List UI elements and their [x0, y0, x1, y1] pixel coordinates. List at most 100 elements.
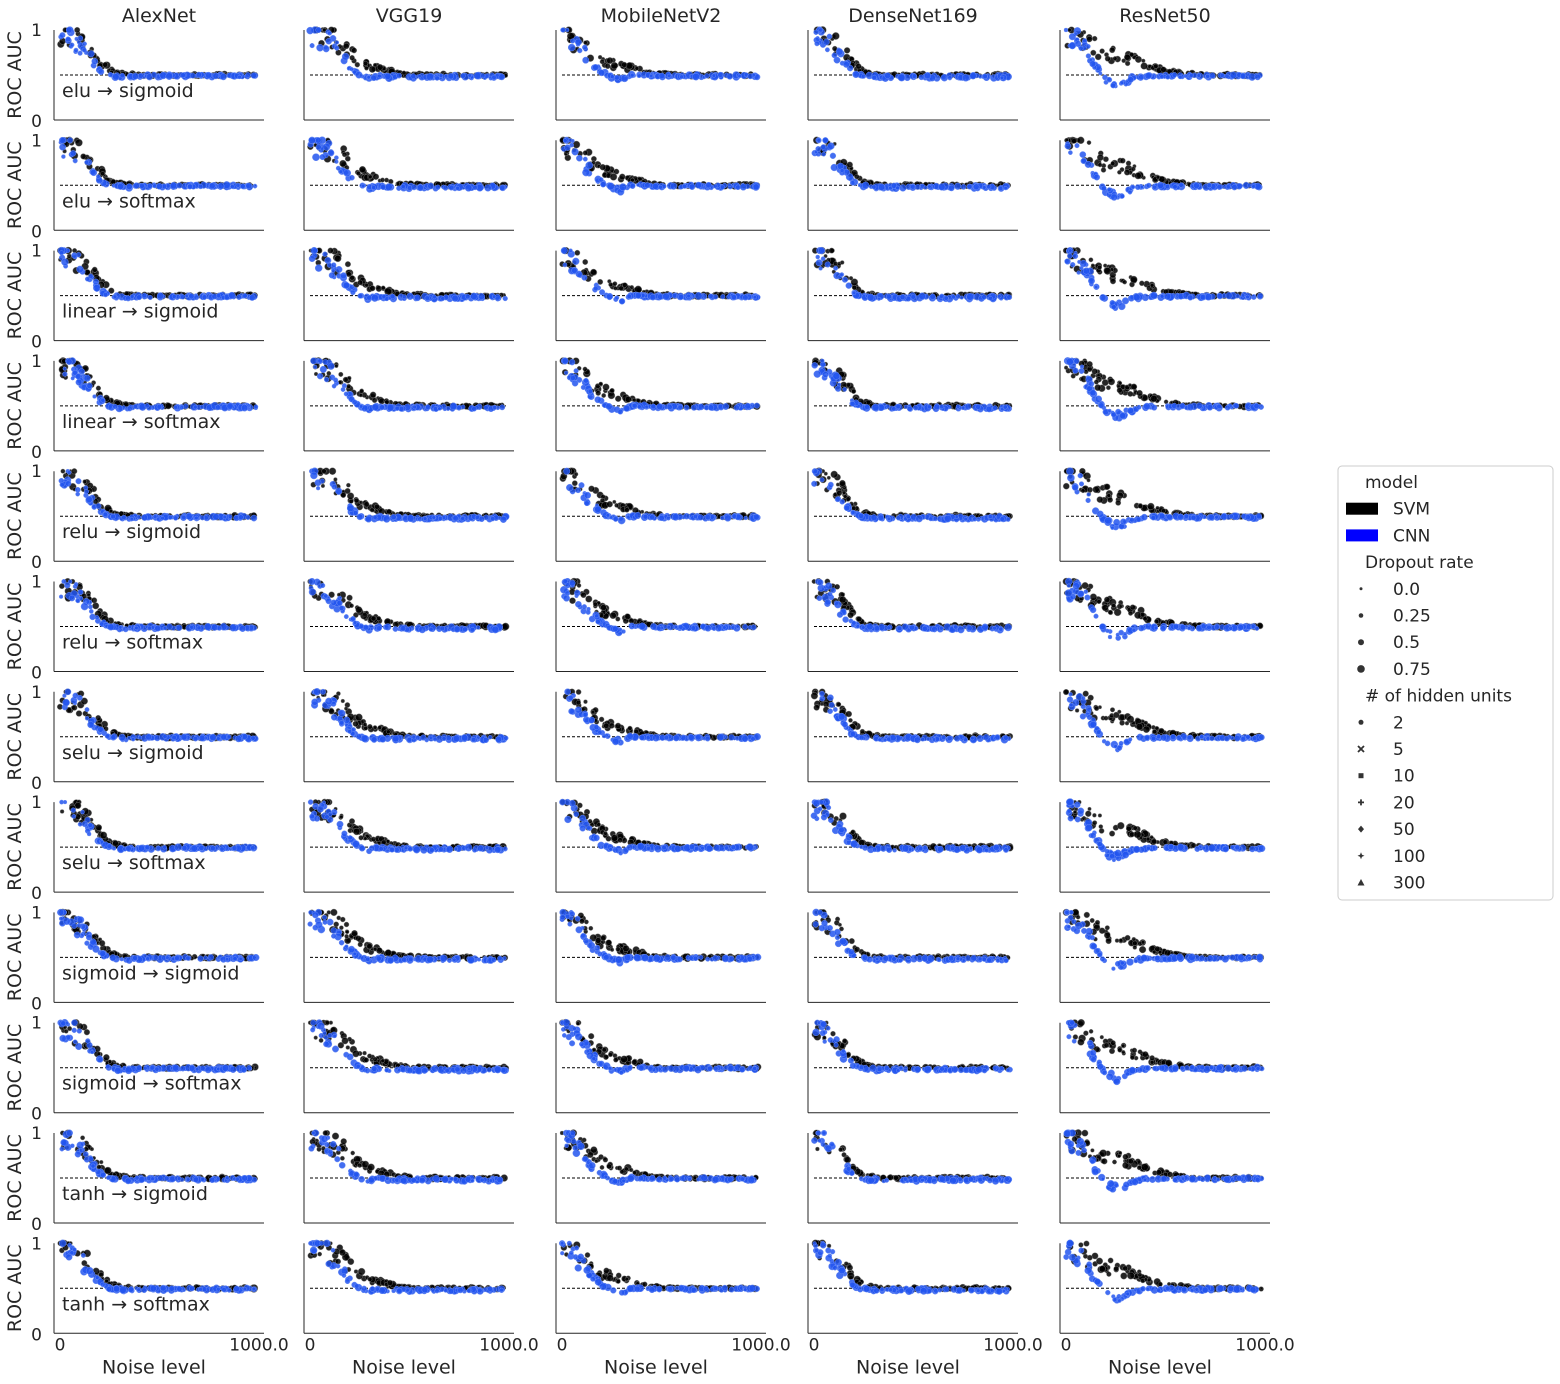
- cnn-point: [1165, 74, 1171, 80]
- cnn-point: [833, 265, 839, 271]
- svm-point: [612, 499, 617, 504]
- cnn-point: [346, 504, 355, 512]
- svm-point: [1139, 280, 1145, 286]
- cnn-point: [820, 144, 827, 150]
- cnn-point: [567, 43, 576, 52]
- cnn-point: [350, 289, 356, 296]
- cnn-point: [815, 146, 822, 152]
- cnn-point: [406, 292, 414, 300]
- cnn-point: [1159, 74, 1165, 80]
- cnn-point: [1068, 33, 1076, 41]
- cnn-point: [982, 73, 988, 80]
- svm-point: [374, 503, 380, 510]
- svm-point: [100, 171, 106, 177]
- cnn-point: [1134, 184, 1141, 190]
- subplot-r0-c1: [303, 26, 514, 121]
- cnn-point: [192, 404, 198, 410]
- svm-point: [608, 282, 614, 287]
- y-tick-label-bottom: 0: [31, 222, 42, 242]
- cnn-point: [1110, 193, 1118, 201]
- cnn-point: [83, 374, 91, 382]
- cnn-point: [692, 72, 700, 81]
- svm-point: [326, 370, 332, 376]
- cnn-point: [1106, 187, 1112, 192]
- cnn-point: [306, 26, 314, 35]
- cnn-point: [912, 404, 919, 411]
- cnn-point: [955, 404, 961, 409]
- cnn-point: [83, 489, 90, 495]
- cnn-point: [322, 251, 328, 257]
- svm-point: [91, 266, 98, 273]
- cnn-point: [1074, 143, 1080, 149]
- cnn-point: [151, 71, 158, 78]
- cnn-point: [1127, 76, 1134, 83]
- cnn-point: [1101, 185, 1107, 192]
- cnn-point: [568, 138, 573, 143]
- cnn-point: [599, 289, 606, 296]
- svm-point: [357, 279, 364, 286]
- cnn-point: [1068, 248, 1073, 253]
- cnn-point: [212, 513, 220, 521]
- cnn-point: [1078, 45, 1084, 51]
- cnn-point: [1233, 402, 1240, 409]
- cnn-point: [245, 514, 251, 520]
- cnn-point: [851, 290, 857, 296]
- cnn-point: [1187, 294, 1194, 301]
- cnn-point: [733, 404, 740, 411]
- cnn-point: [568, 359, 576, 366]
- cnn-point: [1003, 185, 1008, 191]
- cnn-point: [491, 74, 497, 80]
- cnn-point: [349, 174, 355, 181]
- svm-point: [1106, 385, 1111, 391]
- cnn-point: [1171, 72, 1178, 78]
- cnn-point: [59, 143, 67, 151]
- cnn-point: [824, 47, 830, 53]
- svm-point: [609, 388, 615, 394]
- svm-point: [60, 468, 66, 474]
- cnn-point: [228, 291, 236, 299]
- cnn-point: [626, 293, 632, 299]
- svm-point: [590, 268, 597, 276]
- cnn-point: [629, 72, 635, 78]
- cnn-point: [651, 182, 659, 190]
- column-title-1: VGG19: [376, 5, 443, 27]
- cnn-point: [499, 515, 507, 523]
- cnn-point: [62, 366, 67, 371]
- svm-point: [574, 249, 581, 256]
- svm-point: [1110, 161, 1116, 166]
- cnn-point: [1138, 74, 1145, 81]
- cnn-point: [1196, 402, 1203, 410]
- cnn-point: [871, 184, 877, 190]
- cnn-point: [309, 43, 315, 49]
- cnn-point: [1127, 189, 1133, 195]
- cnn-point: [594, 396, 602, 404]
- cnn-point: [598, 69, 605, 77]
- cnn-point: [832, 372, 841, 380]
- svm-point: [571, 480, 578, 487]
- cnn-point: [366, 294, 372, 301]
- subplot-r3-c0: linear → softmax: [53, 357, 264, 452]
- cnn-point: [1099, 294, 1107, 301]
- svm-point: [164, 402, 172, 410]
- y-axis-label: ROC AUC: [4, 362, 26, 450]
- svm-point: [1086, 366, 1093, 373]
- cnn-point: [245, 182, 253, 190]
- cnn-point: [864, 404, 870, 410]
- cnn-point: [707, 293, 714, 300]
- svm-point: [1103, 267, 1112, 275]
- cnn-point: [861, 73, 867, 79]
- svm-point: [1112, 56, 1118, 61]
- cnn-point: [1193, 182, 1200, 189]
- cnn-point: [499, 404, 506, 411]
- cnn-point: [78, 368, 85, 375]
- cnn-point: [406, 514, 415, 523]
- cnn-point: [1219, 72, 1225, 78]
- cnn-point: [818, 266, 823, 271]
- cnn-point: [160, 516, 165, 521]
- cnn-point: [561, 357, 569, 365]
- cnn-point: [314, 479, 322, 487]
- cnn-point: [357, 293, 363, 299]
- cnn-point: [460, 516, 465, 521]
- y-axis-label: ROC AUC: [4, 472, 26, 560]
- cnn-point: [1229, 71, 1238, 79]
